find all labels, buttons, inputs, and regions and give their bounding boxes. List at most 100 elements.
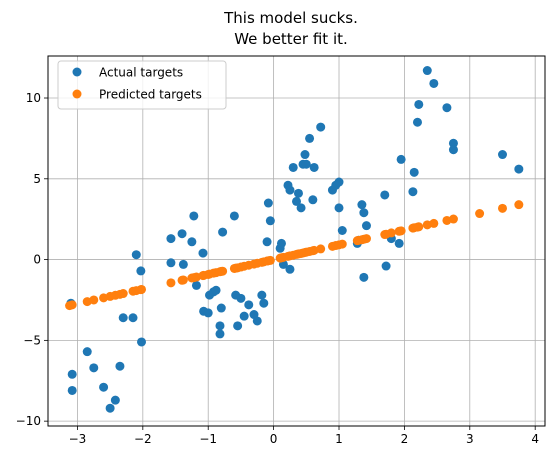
actual-target-point [296,203,306,213]
actual-target-point [308,195,318,205]
actual-target-point [115,361,125,371]
actual-target-point [257,290,267,300]
actual-target-point [276,238,286,248]
actual-target-point [177,229,187,239]
actual-target-point [128,313,138,323]
actual-target-point [300,150,310,160]
plot-points [65,66,524,413]
predicted-target-point [178,275,188,285]
legend-marker-actual [72,67,82,77]
x-tick-label: 1 [335,432,343,446]
actual-target-point [216,303,226,313]
predicted-target-point [396,226,406,236]
actual-target-point [497,150,507,160]
actual-target-point [236,293,246,303]
actual-target-point [357,200,367,210]
actual-target-point [285,264,295,274]
legend-label-actual: Actual targets [99,66,183,80]
actual-target-point [412,117,422,127]
actual-target-point [89,363,99,373]
predicted-target-point [316,244,326,254]
actual-target-point [414,99,424,109]
x-tick-label: 0 [270,432,278,446]
actual-target-point [131,250,141,260]
y-tick-label: −5 [23,333,41,347]
predicted-target-point [497,203,507,213]
actual-target-point [259,298,269,308]
actual-target-point [136,266,146,276]
actual-target-point [448,138,458,148]
actual-target-point [233,321,243,331]
legend: Actual targets Predicted targets [57,60,227,110]
predicted-target-point [429,218,439,228]
plot-frame [47,55,546,427]
actual-target-point [67,385,77,395]
y-tick-label: −10 [16,414,41,428]
grid-lines [48,56,545,426]
actual-target-point [189,211,199,221]
actual-target-point [305,133,315,143]
actual-target-point [166,258,176,268]
actual-target-point [239,311,249,321]
y-tick-label: 5 [33,172,41,186]
actual-target-point [82,347,92,357]
actual-target-point [166,234,176,244]
actual-target-point [359,272,369,282]
x-tick-label: 3 [466,432,474,446]
predicted-target-point [514,200,524,210]
x-tick-label: −2 [134,432,152,446]
actual-target-point [244,300,254,310]
actual-target-point [118,313,128,323]
actual-target-point [394,238,404,248]
actual-target-point [292,196,301,206]
actual-target-point [262,237,272,247]
actual-target-point [211,285,221,295]
actual-target-point [178,259,188,269]
legend-label-predicted: Predicted targets [99,88,202,102]
actual-target-point [285,185,295,195]
actual-target-point [442,103,452,113]
actual-target-point [288,162,298,172]
actual-target-point [316,122,326,132]
actual-target-point [429,78,439,88]
actual-target-point [218,227,228,237]
predicted-target-point [137,284,147,294]
predicted-target-point [448,214,458,224]
predicted-target-point [89,295,99,305]
actual-target-point [448,145,458,155]
predicted-target-point [337,239,347,249]
actual-target-point [215,329,225,339]
actual-target-point [252,316,262,326]
x-tick-label: 2 [401,432,409,446]
legend-marker-predicted [72,89,82,99]
y-tick-label: 10 [26,91,41,105]
actual-target-point [337,225,347,235]
x-tick-label: −1 [199,432,217,446]
actual-target-point [67,369,77,379]
actual-target-point [409,167,419,177]
x-tick-label: −3 [69,432,87,446]
chart-title-line-2: We better fit it. [234,30,348,48]
predicted-target-point [67,300,77,310]
actual-target-point [514,164,524,174]
actual-target-point [187,237,197,247]
actual-target-point [229,211,239,221]
actual-target-point [263,198,273,208]
y-tick-label: 0 [33,253,41,267]
actual-target-point [203,308,213,318]
actual-target-point [99,382,109,392]
predicted-target-point [386,228,396,238]
actual-target-point [293,188,303,198]
actual-target-point [334,203,344,213]
predicted-target-point [414,222,424,232]
predicted-target-point [118,289,128,299]
actual-target-point [191,280,201,290]
predicted-target-point [265,255,275,265]
predicted-target-point [166,278,176,288]
actual-target-point [381,261,391,271]
actual-target-point [422,66,432,76]
actual-target-point [396,154,406,164]
actual-target-point [359,208,369,218]
actual-target-point [408,187,418,197]
